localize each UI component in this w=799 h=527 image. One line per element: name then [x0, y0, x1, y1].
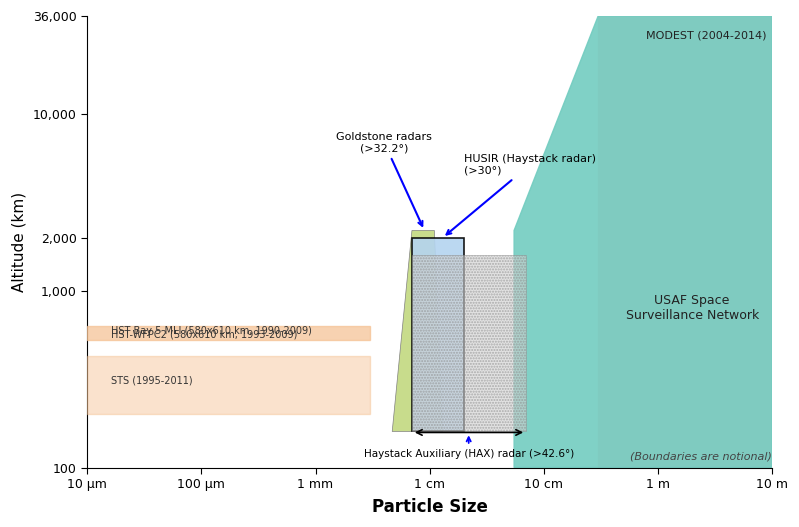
- Text: MODEST (2004-2014): MODEST (2004-2014): [646, 30, 767, 40]
- Text: HST-WFPC2 (580x610 km, 1993-2009): HST-WFPC2 (580x610 km, 1993-2009): [110, 330, 297, 340]
- Y-axis label: Altitude (km): Altitude (km): [11, 192, 26, 292]
- Polygon shape: [412, 255, 526, 432]
- Polygon shape: [87, 326, 370, 339]
- Polygon shape: [598, 16, 772, 467]
- Polygon shape: [87, 356, 370, 414]
- X-axis label: Particle Size: Particle Size: [372, 498, 487, 516]
- Text: Goldstone radars
(>32.2°): Goldstone radars (>32.2°): [336, 132, 432, 226]
- Text: Haystack Auxiliary (HAX) radar (>42.6°): Haystack Auxiliary (HAX) radar (>42.6°): [364, 437, 574, 458]
- Text: HST Bay 5 MLI (580x610 km, 1990-2009): HST Bay 5 MLI (580x610 km, 1990-2009): [110, 326, 312, 336]
- Text: (Boundaries are notional): (Boundaries are notional): [630, 452, 772, 462]
- Text: USAF Space
Surveillance Network: USAF Space Surveillance Network: [626, 294, 759, 322]
- Polygon shape: [514, 16, 772, 467]
- Polygon shape: [392, 230, 443, 432]
- Text: HUSIR (Haystack radar)
(>30°): HUSIR (Haystack radar) (>30°): [447, 154, 596, 235]
- Polygon shape: [412, 238, 464, 432]
- Text: STS (1995-2011): STS (1995-2011): [110, 376, 193, 386]
